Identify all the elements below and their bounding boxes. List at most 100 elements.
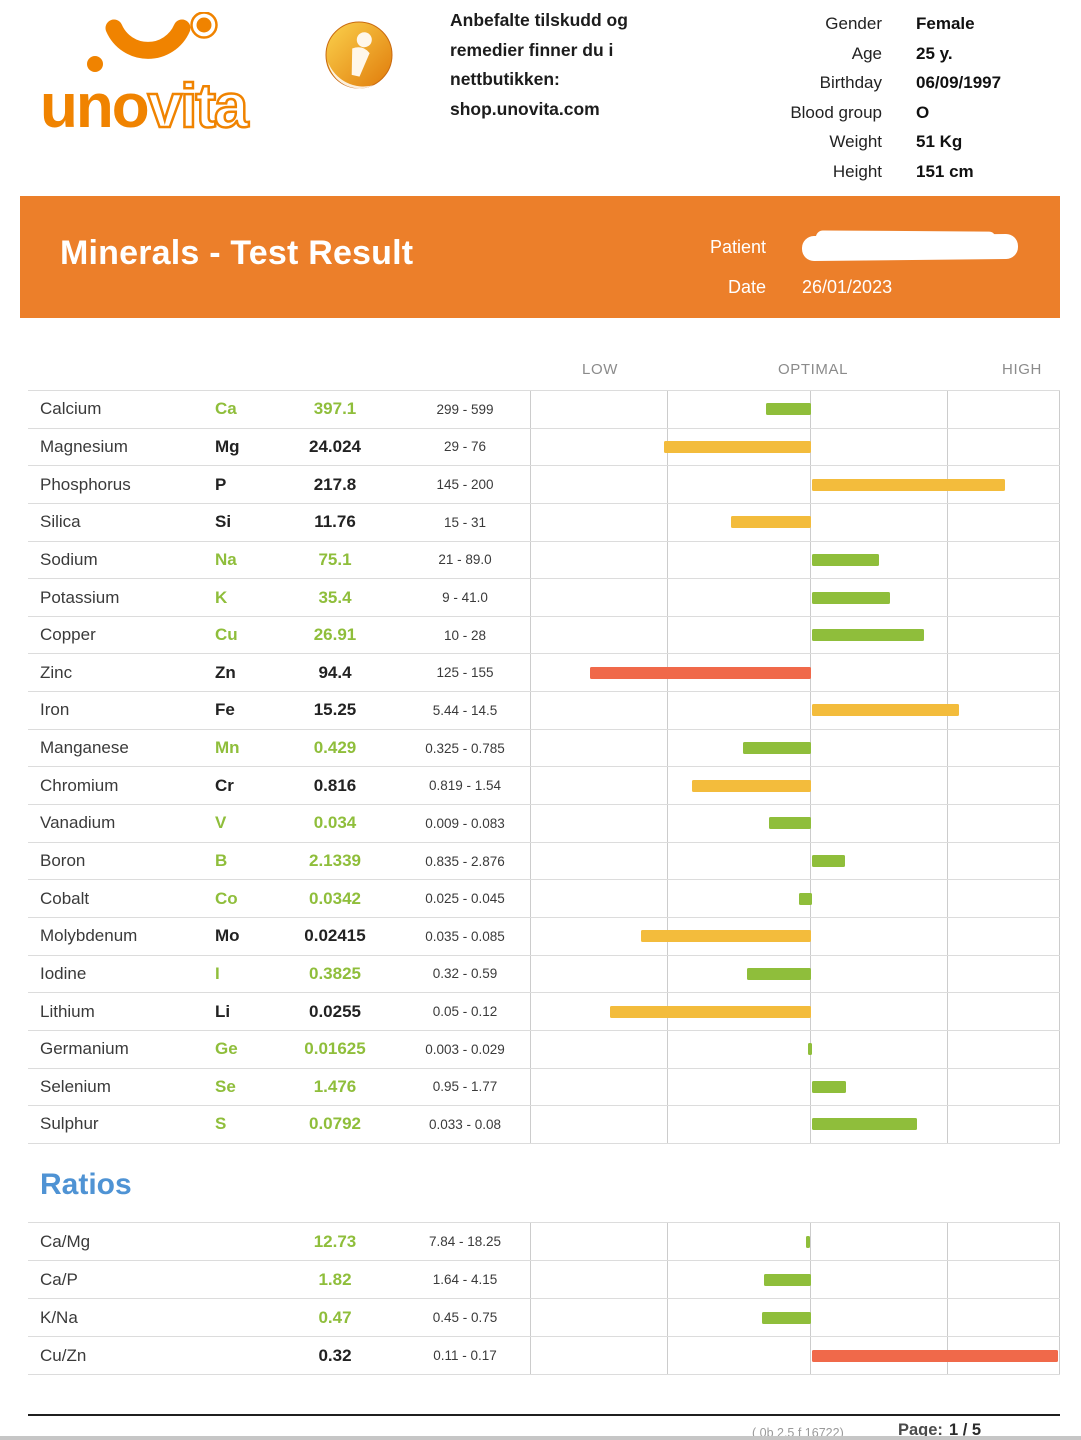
mineral-row: Lithium Li 0.0255 0.05 - 0.12: [28, 992, 1060, 1030]
info-label: Blood group: [790, 102, 882, 122]
ratio-row: Ca/Mg 12.73 7.84 - 18.25: [28, 1222, 1060, 1260]
mineral-name: Vanadium: [40, 813, 116, 833]
ratio-name: Ca/P: [40, 1269, 78, 1289]
info-value: 151 cm: [916, 161, 974, 181]
measured-value: 15.25: [313, 700, 357, 720]
mineral-symbol: Se: [215, 1076, 236, 1096]
level-bar: [811, 1349, 1058, 1362]
level-bar-cell: [530, 730, 1060, 767]
minerals-table-body: Calcium Ca 397.1 299 - 599 Magnesium Mg 24.024…: [28, 390, 1060, 1144]
level-bar-cell: [530, 1299, 1060, 1336]
mineral-row: Germanium Ge 0.01625 0.003 - 0.029: [28, 1029, 1060, 1068]
level-bar: [589, 666, 811, 679]
mineral-name: Selenium: [40, 1076, 111, 1096]
measured-value: 0.32: [318, 1345, 352, 1365]
page-edge: [0, 1436, 1081, 1440]
mineral-name: Lithium: [40, 1001, 95, 1021]
promo-line-2: remedier finner du i: [450, 39, 614, 60]
info-value: O: [916, 102, 930, 122]
measured-value: 397.1: [313, 399, 357, 419]
level-bar: [811, 1080, 846, 1093]
level-bar: [811, 629, 924, 642]
reference-range: 0.32 - 0.59: [432, 966, 498, 982]
level-bar: [811, 478, 1005, 491]
mineral-row: Phosphorus P 217.8 145 - 200: [28, 465, 1060, 503]
ratios-table-body: Ca/Mg 12.73 7.84 - 18.25 Ca/P 1.82 1.64 - 4.1…: [28, 1222, 1060, 1375]
reference-range: 0.05 - 0.12: [432, 1004, 498, 1020]
level-bar: [730, 516, 811, 529]
date-value: 26/01/2023: [802, 276, 893, 297]
ratio-row: K/Na 0.47 0.45 - 0.75: [28, 1298, 1060, 1336]
level-bar: [664, 440, 811, 453]
promo-text: Anbefalte tilskudd og remedier finner du…: [450, 6, 628, 124]
shop-link[interactable]: shop.unovita.com: [450, 98, 600, 119]
level-bar-cell: [530, 1223, 1060, 1260]
logo-smile-icon: [87, 12, 218, 72]
mineral-row: Selenium Se 1.476 0.95 - 1.77: [28, 1067, 1060, 1106]
reference-range: 7.84 - 18.25: [428, 1234, 502, 1249]
logo-wordmark: unovita: [40, 72, 250, 141]
level-bar-cell: [530, 1031, 1060, 1068]
level-bar-cell: [530, 805, 1060, 842]
level-bar-cell: [530, 654, 1060, 691]
reference-range: 145 - 200: [436, 477, 494, 493]
mineral-symbol: Cr: [215, 775, 234, 795]
measured-value: 0.816: [313, 775, 357, 795]
mineral-row: Iron Fe 15.25 5.44 - 14.5: [28, 691, 1060, 729]
info-label: Gender: [825, 14, 882, 33]
level-bar-cell: [530, 504, 1060, 541]
report-title: Minerals - Test Result: [60, 234, 414, 272]
level-bar: [610, 1005, 811, 1018]
mineral-symbol: Si: [215, 512, 232, 532]
info-label: Weight: [829, 132, 882, 151]
mineral-name: Copper: [40, 625, 96, 645]
reference-range: 0.025 - 0.045: [425, 891, 505, 907]
reference-range: 0.835 - 2.876: [425, 853, 505, 869]
mineral-symbol: Na: [215, 549, 237, 569]
measured-value: 11.76: [314, 512, 356, 532]
mineral-row: Calcium Ca 397.1 299 - 599: [28, 390, 1060, 428]
level-bar-cell: [530, 843, 1060, 880]
measured-value: 2.1339: [309, 851, 361, 870]
mineral-row: Cobalt Co 0.0342 0.025 - 0.045: [28, 879, 1060, 917]
mineral-name: Silica: [40, 512, 81, 532]
level-bar-cell: [530, 956, 1060, 993]
reference-range: 125 - 155: [436, 665, 494, 681]
page-value: 1 / 5: [948, 1421, 982, 1439]
promo-line-1: Anbefalte tilskudd og: [450, 10, 628, 30]
mineral-row: Zinc Zn 94.4 125 - 155: [28, 653, 1060, 691]
mineral-name: Cobalt: [40, 888, 90, 908]
mineral-row: Vanadium V 0.034 0.009 - 0.083: [28, 804, 1060, 842]
page-indicator: Page: 1 / 5: [898, 1421, 981, 1440]
info-value: 06/09/1997: [916, 73, 1002, 92]
info-value: 51 Kg: [916, 132, 963, 151]
level-bar-cell: [530, 918, 1060, 955]
mineral-symbol: Fe: [215, 700, 235, 720]
measured-value: 0.0342: [309, 888, 361, 908]
footer-rule: [28, 1414, 1060, 1416]
level-bar-cell: [530, 579, 1060, 616]
mineral-symbol: V: [215, 813, 227, 833]
reference-range: 5.44 - 14.5: [432, 702, 498, 718]
logo-uno: uno: [40, 72, 150, 141]
mineral-row: Sodium Na 75.1 21 - 89.0: [28, 540, 1060, 579]
level-bar-cell: [530, 391, 1060, 428]
mineral-row: Molybdenum Mo 0.02415 0.035 - 0.085: [28, 916, 1060, 955]
chart-column-headers: LOW OPTIMAL HIGH: [28, 352, 1060, 382]
mineral-symbol: I: [215, 963, 220, 983]
mineral-name: Iron: [40, 700, 70, 720]
mineral-symbol: S: [215, 1114, 227, 1134]
reference-range: 0.009 - 0.083: [425, 815, 505, 831]
reference-range: 9 - 41.0: [442, 590, 488, 606]
promo-line-3: nettbutikken:: [450, 69, 560, 89]
unovita-logo: unovita: [40, 8, 290, 148]
reference-range: 299 - 599: [436, 401, 494, 417]
mineral-row: Copper Cu 26.91 10 - 28: [28, 615, 1060, 654]
patient-label: Patient: [709, 236, 766, 257]
measured-value: 0.47: [318, 1307, 352, 1327]
level-bar: [811, 704, 959, 717]
level-bar: [799, 892, 813, 905]
mineral-name: Calcium: [40, 399, 102, 419]
patient-info-grid: Gender Female Age 25 y. Birthday 06/09/1997 Bl…: [756, 9, 1048, 186]
